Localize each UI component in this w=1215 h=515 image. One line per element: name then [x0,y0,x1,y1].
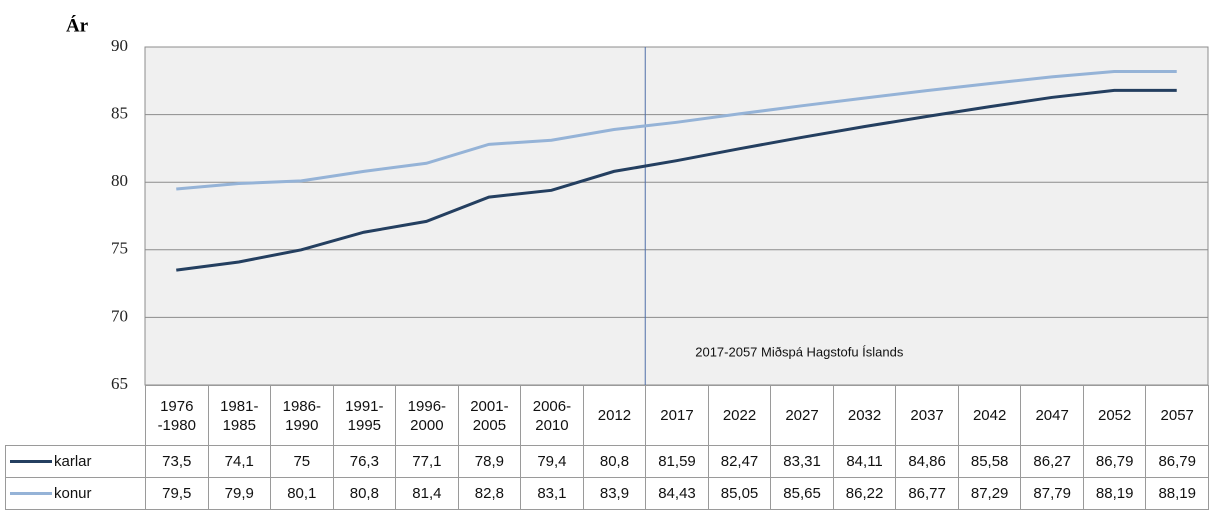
value-cell: 75 [270,445,334,478]
value-cell: 87,29 [957,477,1022,510]
value-cell: 86,22 [832,477,897,510]
value-cell: 83,1 [520,477,584,510]
legend-swatch [10,460,52,463]
value-cell: 78,9 [457,445,522,478]
value-cell: 80,8 [332,477,397,510]
value-cell: 85,05 [707,477,772,510]
line-1 [176,69,1177,191]
value-cell: 76,3 [332,445,397,478]
value-cell: 82,8 [457,477,522,510]
value-cell: 85,65 [770,477,834,510]
category-cell: 1981- 1985 [207,385,272,446]
category-cell: 2027 [770,385,834,446]
category-cell: 1991- 1995 [332,385,397,446]
y-axis-label: Ár [66,14,89,36]
category-cell: 2012 [582,385,647,446]
category-cell: 2057 [1145,385,1209,446]
y-tick-label: 90 [111,36,128,55]
value-cell: 86,79 [1082,445,1147,478]
value-cell: 84,43 [645,477,709,510]
legend-swatch [10,492,52,495]
category-cell: 2022 [707,385,772,446]
y-tick-label: 80 [111,171,128,190]
y-tick-label: 65 [111,374,128,393]
legend-label: karlar [54,453,92,470]
value-cell: 84,11 [832,445,897,478]
y-tick-label: 85 [111,104,128,123]
value-cell: 74,1 [207,445,272,478]
y-tick-label: 70 [111,306,128,325]
value-cell: 82,47 [707,445,772,478]
legend-label: konur [54,485,92,502]
y-tick-label: 75 [111,239,128,258]
value-cell: 88,19 [1145,477,1209,510]
legend-cell: karlar [5,445,146,478]
category-cell: 2006- 2010 [520,385,584,446]
value-cell: 87,79 [1020,477,1084,510]
value-cell: 79,4 [520,445,584,478]
value-cell: 81,59 [645,445,709,478]
value-cell: 77,1 [395,445,459,478]
category-cell: 1976 -1980 [145,385,209,446]
category-cell: 1986- 1990 [270,385,334,446]
value-cell: 88,19 [1082,477,1147,510]
line-0 [176,88,1177,272]
value-cell: 83,31 [770,445,834,478]
category-cell: 2001- 2005 [457,385,522,446]
value-cell: 84,86 [895,445,959,478]
category-cell: 2052 [1082,385,1147,446]
value-cell: 73,5 [145,445,209,478]
category-cell: 2047 [1020,385,1084,446]
value-cell: 81,4 [395,477,459,510]
value-cell: 86,79 [1145,445,1209,478]
category-cell: 1996- 2000 [395,385,459,446]
value-cell: 86,27 [1020,445,1084,478]
value-cell: 79,9 [207,477,272,510]
annotation: 2017-2057 Miðspá Hagstofu Íslands [695,344,904,359]
category-cell: 2032 [832,385,897,446]
category-cell: 2042 [957,385,1022,446]
category-cell: 2017 [645,385,709,446]
value-cell: 80,8 [582,445,647,478]
value-cell: 86,77 [895,477,959,510]
value-cell: 79,5 [145,477,209,510]
legend-cell: konur [5,477,146,510]
value-cell: 85,58 [957,445,1022,478]
plot-area [144,46,1209,386]
value-cell: 83,9 [582,477,647,510]
category-cell: 2037 [895,385,959,446]
value-cell: 80,1 [270,477,334,510]
